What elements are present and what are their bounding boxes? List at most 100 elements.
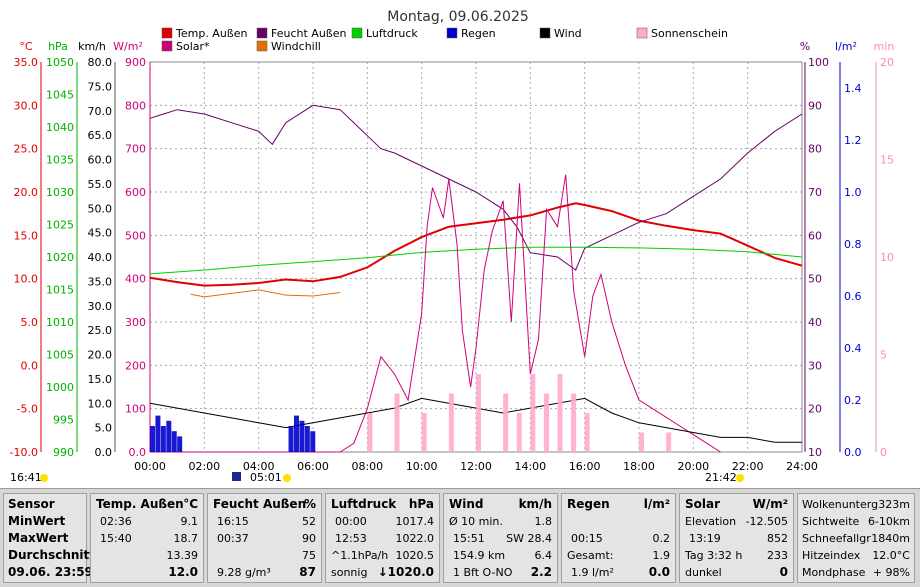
legend-label-solar-: Solar* xyxy=(176,40,210,53)
bar-regen xyxy=(299,420,305,452)
axis-tick-solar: 800 xyxy=(125,99,146,112)
axis-tick-solar: 600 xyxy=(125,186,146,199)
solar-elevation-value: -12.505 xyxy=(745,515,788,528)
axis-tick-humidity: 70 xyxy=(808,186,822,199)
legend-label-wind: Wind xyxy=(554,27,582,40)
axis-tick-sunshine: 15 xyxy=(880,154,894,167)
axis-tick-temp: 5.0 xyxy=(21,316,39,329)
solar-current: 0 xyxy=(779,565,788,579)
solar-elevation-label: Elevation xyxy=(685,515,737,528)
legend: Temp. Außen Feucht Außen Luftdruck Regen Win… xyxy=(161,27,728,53)
sunrise-time: 05:01 xyxy=(250,471,282,484)
x-tick-label: 22:00 xyxy=(732,460,764,473)
axis-tick-solar: 400 xyxy=(125,273,146,286)
legend-label-windchill: Windchill xyxy=(271,40,321,53)
axis-tick-solar: 700 xyxy=(125,143,146,156)
axis-tick-solar: 0.0 xyxy=(129,446,147,459)
sensor-avg-label: Durchschnitt xyxy=(8,548,96,562)
panel-sensor: Sensor MinWert MaxWert Durchschnitt 09.0… xyxy=(3,493,95,583)
axis-tick-wind: 60.0 xyxy=(88,154,113,167)
solar-unit: W/m² xyxy=(752,497,788,511)
panel-pressure: Luftdruck hPa 00:00 1017.4 12:53 1022.0 … xyxy=(325,493,440,583)
moon-icon xyxy=(40,474,48,482)
axis-tick-pressure: 1050 xyxy=(46,56,74,69)
misc-label-moonphase: Mondphase xyxy=(802,566,866,579)
bar-sonnenschein xyxy=(516,413,522,452)
moonrise-time: 16:41 xyxy=(10,471,42,484)
axis-tick-wind: 75.0 xyxy=(88,80,113,93)
legend-label-regen: Regen xyxy=(461,27,496,40)
axis-tick-wind: 35.0 xyxy=(88,275,113,288)
humidity-current: 87 xyxy=(299,565,316,579)
temp-title: Temp. Außen xyxy=(96,497,184,511)
axis-tick-sunshine: 20 xyxy=(880,56,894,69)
axis-tick-temp: 15.0 xyxy=(14,229,39,242)
x-tick-label: 02:00 xyxy=(188,460,220,473)
rain-max-value: 0.2 xyxy=(652,532,671,545)
axes: 35.0 30.0 25.0 20.0 15.0 10.0 5.0 0.0 -5.0 -10.0 1… xyxy=(10,56,894,459)
bar-regen xyxy=(288,426,294,452)
bar-sonnenschein xyxy=(543,393,549,452)
axis-tick-sunshine: 5 xyxy=(880,349,887,362)
humidity-title: Feucht Außen xyxy=(213,497,307,511)
legend-swatch-wind xyxy=(539,27,551,39)
solar-max-time: 13:19 xyxy=(689,532,721,545)
axis-tick-temp: -10.0 xyxy=(10,446,38,459)
x-tick-label: 08:00 xyxy=(351,460,383,473)
axis-tick-wind: 5.0 xyxy=(95,422,113,435)
axis-tick-temp: -5.0 xyxy=(17,403,38,416)
x-tick-label: 00:00 xyxy=(134,460,166,473)
axis-tick-rain: 0.8 xyxy=(844,238,862,251)
axis-tick-wind: 40.0 xyxy=(88,251,113,264)
chart-title: Montag, 09.06.2025 xyxy=(387,9,529,25)
wind-avg10-value: 1.8 xyxy=(534,515,553,528)
axis-unit-wind: km/h xyxy=(78,40,106,53)
bar-regen xyxy=(171,431,177,452)
axis-tick-pressure: 1005 xyxy=(46,349,74,362)
x-tick-label: 04:00 xyxy=(243,460,275,473)
axis-tick-solar: 100 xyxy=(125,403,146,416)
x-ticks: 00:00 02:00 04:00 06:00 08:00 10:00 12:00 14:00… xyxy=(134,460,818,473)
rain-max-time: 00:15 xyxy=(571,532,603,545)
axis-tick-wind: 10.0 xyxy=(88,397,113,410)
bar-regen xyxy=(166,420,172,452)
axis-tick-rain: 0.0 xyxy=(844,446,862,459)
humidity-avg-value: 75 xyxy=(302,549,316,562)
axis-tick-pressure: 1040 xyxy=(46,121,74,134)
axis-tick-humidity: 20 xyxy=(808,403,822,416)
solar-max-value: 852 xyxy=(767,532,788,545)
rain-total-label: Gesamt: xyxy=(567,549,614,562)
axis-tick-wind: 80.0 xyxy=(88,56,113,69)
x-tick-label: 20:00 xyxy=(677,460,709,473)
bar-sonnenschein xyxy=(394,393,400,452)
axis-unit-temp: °C xyxy=(19,40,33,53)
x-tick-label: 14:00 xyxy=(514,460,546,473)
bar-sonnenschein xyxy=(367,413,373,452)
axis-tick-solar: 500 xyxy=(125,229,146,242)
bar-regen xyxy=(160,426,166,452)
temp-max-time: 15:40 xyxy=(100,532,132,545)
humidity-unit: % xyxy=(303,497,316,511)
humidity-max-value: 90 xyxy=(302,532,316,545)
axis-tick-pressure: 995 xyxy=(53,414,74,427)
sensor-title: Sensor xyxy=(8,497,55,511)
pressure-unit: hPa xyxy=(408,497,434,511)
axis-tick-rain: 1.2 xyxy=(844,134,862,147)
bar-sonnenschein xyxy=(584,413,590,452)
legend-label-feucht-au-en: Feucht Außen xyxy=(271,27,346,40)
pressure-trend: ^1.1hPa/h xyxy=(331,549,389,562)
axis-tick-wind: 70.0 xyxy=(88,105,113,118)
axis-tick-humidity: 40 xyxy=(808,316,822,329)
sensor-min-label: MinWert xyxy=(8,514,66,528)
temp-avg-value: 13.39 xyxy=(166,549,199,562)
axis-tick-pressure: 1025 xyxy=(46,219,74,232)
axis-tick-humidity: 90 xyxy=(808,99,822,112)
legend-swatch-feucht-au-en xyxy=(256,27,268,39)
axis-tick-wind: 30.0 xyxy=(88,300,113,313)
pressure-max-time: 12:53 xyxy=(335,532,367,545)
axis-tick-pressure: 1035 xyxy=(46,154,74,167)
misc-value-visibility: 6-10km xyxy=(867,515,910,528)
axis-unit-rain: l/m² xyxy=(835,40,857,53)
axis-tick-rain: 0.4 xyxy=(844,342,862,355)
misc-value-moonphase: + 98% xyxy=(872,566,910,579)
